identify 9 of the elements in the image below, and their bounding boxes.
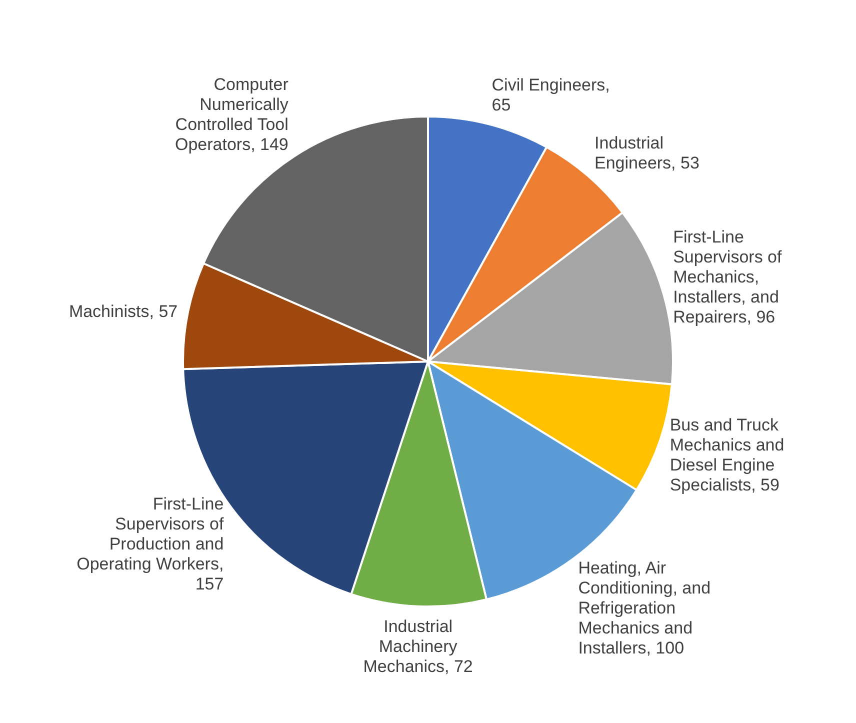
data-label: First-Line Supervisors of Production and Operating Workers, 157 [76, 494, 224, 594]
data-label: Computer Numerically Controlled Tool Operators, 149 [174, 75, 289, 154]
data-label: Bus and Truck Mechanics and Diesel Engine Specialists, 59 [670, 416, 784, 495]
data-label: Machinists, 57 [68, 302, 178, 321]
data-label: Industrial Machinery Mechanics, 72 [363, 616, 473, 676]
data-label: Civil Engineers, 65 [492, 76, 610, 115]
data-label: Heating, Air Conditioning, and Refrigeration Mechanics and Installers, 100 [578, 558, 711, 658]
data-label: First-Line Supervisors of Mechanics, Installers, and Repairers, 96 [673, 228, 782, 327]
data-label: Industrial Engineers, 53 [594, 134, 700, 173]
